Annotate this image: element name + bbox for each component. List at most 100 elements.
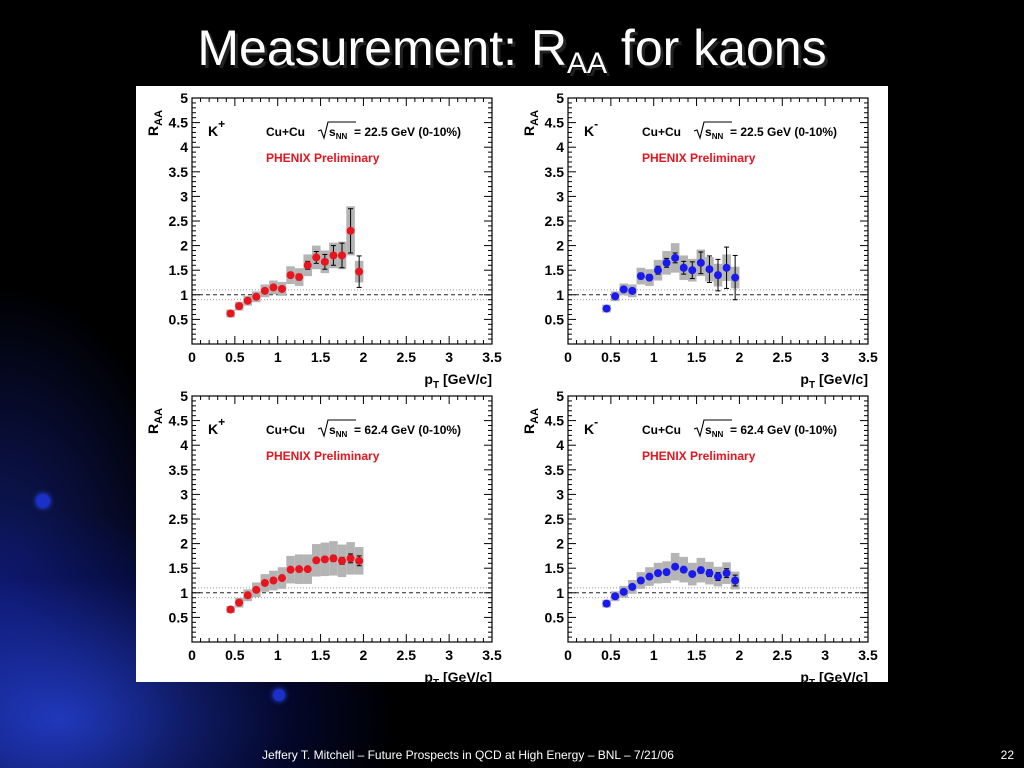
y-tick-label: 5 [180, 388, 188, 404]
data-point [235, 598, 244, 607]
slide-title: Measurement: RAA for kaons [0, 18, 1024, 94]
data-point [688, 266, 697, 275]
data-point [320, 257, 329, 266]
data-point [329, 251, 338, 260]
legend-sqrt-s: sNN [705, 423, 723, 439]
decorative-orb [273, 689, 285, 701]
x-axis-label: pT [GeV/c] [800, 669, 868, 682]
y-axis-label: RAA [521, 408, 541, 434]
data-point [602, 304, 611, 313]
data-point [679, 565, 688, 574]
y-tick-label: 0.5 [545, 609, 565, 625]
y-tick-label: 1 [180, 287, 188, 303]
data-point [636, 576, 645, 585]
y-tick-label: 3.5 [169, 164, 189, 180]
particle-label: K+ [208, 117, 225, 139]
data-point [731, 576, 740, 585]
raa-figure: 0 0.5 1 1.5 2 2.5 3 3.5 0.5 1 1.5 2 2.5 3 3.5 4 4.5 5 pT [… [145, 90, 878, 682]
particle-label: K- [584, 415, 598, 437]
data-point [226, 605, 235, 614]
data-point [714, 572, 722, 581]
chart-panel-4: 0 0.5 1 1.5 2 2.5 3 3.5 0.5 1 1.5 2 2.5 3 3.5 4 4.5 5 pT [… [521, 388, 878, 682]
data-point [303, 565, 312, 574]
preliminary-label: PHENIX Preliminary [642, 449, 756, 463]
y-tick-label: 3 [180, 188, 188, 204]
x-tick-label: 1 [274, 647, 282, 663]
x-tick-label: 0.5 [601, 647, 621, 663]
x-tick-label: 0.5 [601, 349, 621, 365]
x-axis-label: pT [GeV/c] [800, 371, 868, 391]
preliminary-label: PHENIX Preliminary [642, 151, 756, 165]
data-point [320, 555, 329, 564]
y-tick-label: 3.5 [545, 164, 565, 180]
data-point [722, 263, 731, 272]
data-point [696, 258, 705, 267]
data-point [243, 591, 252, 600]
x-tick-label: 2 [360, 349, 368, 365]
x-tick-label: 3.5 [482, 349, 502, 365]
particle-label: K- [584, 117, 598, 139]
legend-sqrt-s: sNN [705, 125, 723, 141]
y-tick-label: 4.5 [545, 115, 565, 131]
data-point [338, 556, 346, 565]
sqrt-sign [693, 419, 732, 438]
legend-system: Cu+Cu [642, 423, 681, 437]
data-point [346, 226, 355, 235]
data-point [260, 286, 269, 295]
data-point [654, 266, 662, 275]
data-point [628, 286, 637, 295]
data-point [338, 251, 346, 260]
title-tail: for kaons [607, 20, 827, 76]
data-point [645, 273, 654, 282]
footer-text: Jeffery T. Mitchell – Future Prospects i… [262, 748, 674, 762]
data-point [645, 572, 654, 581]
chart-panel-2: 0 0.5 1 1.5 2 2.5 3 3.5 0.5 1 1.5 2 2.5 3 3.5 4 4.5 5 pT [… [521, 90, 878, 391]
y-tick-label: 0.5 [169, 609, 189, 625]
y-tick-label: 4 [180, 437, 188, 453]
data-point [252, 292, 261, 301]
x-tick-label: 3.5 [482, 647, 502, 663]
y-tick-label: 2 [180, 238, 188, 254]
title-main: Measurement: R [197, 20, 567, 76]
y-tick-label: 2 [556, 536, 564, 552]
x-tick-label: 2.5 [773, 647, 793, 663]
x-tick-label: 0 [564, 647, 572, 663]
data-point [662, 258, 671, 267]
x-tick-label: 2.5 [397, 349, 417, 365]
legend-system: Cu+Cu [642, 125, 681, 139]
x-tick-label: 3.5 [858, 647, 878, 663]
legend-sqrt-s: sNN [329, 125, 347, 141]
data-point [269, 576, 278, 585]
data-point [671, 253, 680, 262]
chart-panel-1: 0 0.5 1 1.5 2 2.5 3 3.5 0.5 1 1.5 2 2.5 3 3.5 4 4.5 5 pT [… [145, 90, 502, 391]
legend-energy: = 62.4 GeV (0-10%) [730, 423, 837, 437]
y-axis-label: RAA [145, 408, 165, 434]
decorative-orb [36, 494, 50, 508]
y-tick-label: 5 [556, 90, 564, 106]
x-tick-label: 1.5 [687, 647, 707, 663]
x-tick-label: 2 [736, 349, 744, 365]
data-point [611, 592, 620, 601]
data-point [355, 267, 364, 276]
slide-footer: Jeffery T. Mitchell – Future Prospects i… [0, 748, 1024, 768]
data-point [731, 273, 740, 282]
legend-energy: = 22.5 GeV (0-10%) [730, 125, 837, 139]
particle-label: K+ [208, 415, 225, 437]
y-tick-label: 1.5 [169, 262, 189, 278]
y-tick-label: 5 [180, 90, 188, 106]
data-point [286, 565, 295, 574]
preliminary-label: PHENIX Preliminary [266, 449, 380, 463]
x-tick-label: 0 [188, 647, 196, 663]
data-point [303, 261, 312, 270]
y-tick-label: 3.5 [169, 462, 189, 478]
y-tick-label: 3 [556, 486, 564, 502]
data-point [278, 574, 286, 583]
chart-panel-3: 0 0.5 1 1.5 2 2.5 3 3.5 0.5 1 1.5 2 2.5 3 3.5 4 4.5 5 pT [… [145, 388, 502, 682]
x-tick-label: 2.5 [397, 647, 417, 663]
x-tick-label: 0.5 [225, 647, 245, 663]
data-point [346, 554, 355, 563]
y-tick-label: 5 [556, 388, 564, 404]
figure-panel: 0 0.5 1 1.5 2 2.5 3 3.5 0.5 1 1.5 2 2.5 3 3.5 4 4.5 5 pT [… [136, 86, 888, 682]
x-tick-label: 2.5 [773, 349, 793, 365]
sqrt-sign [317, 419, 356, 438]
